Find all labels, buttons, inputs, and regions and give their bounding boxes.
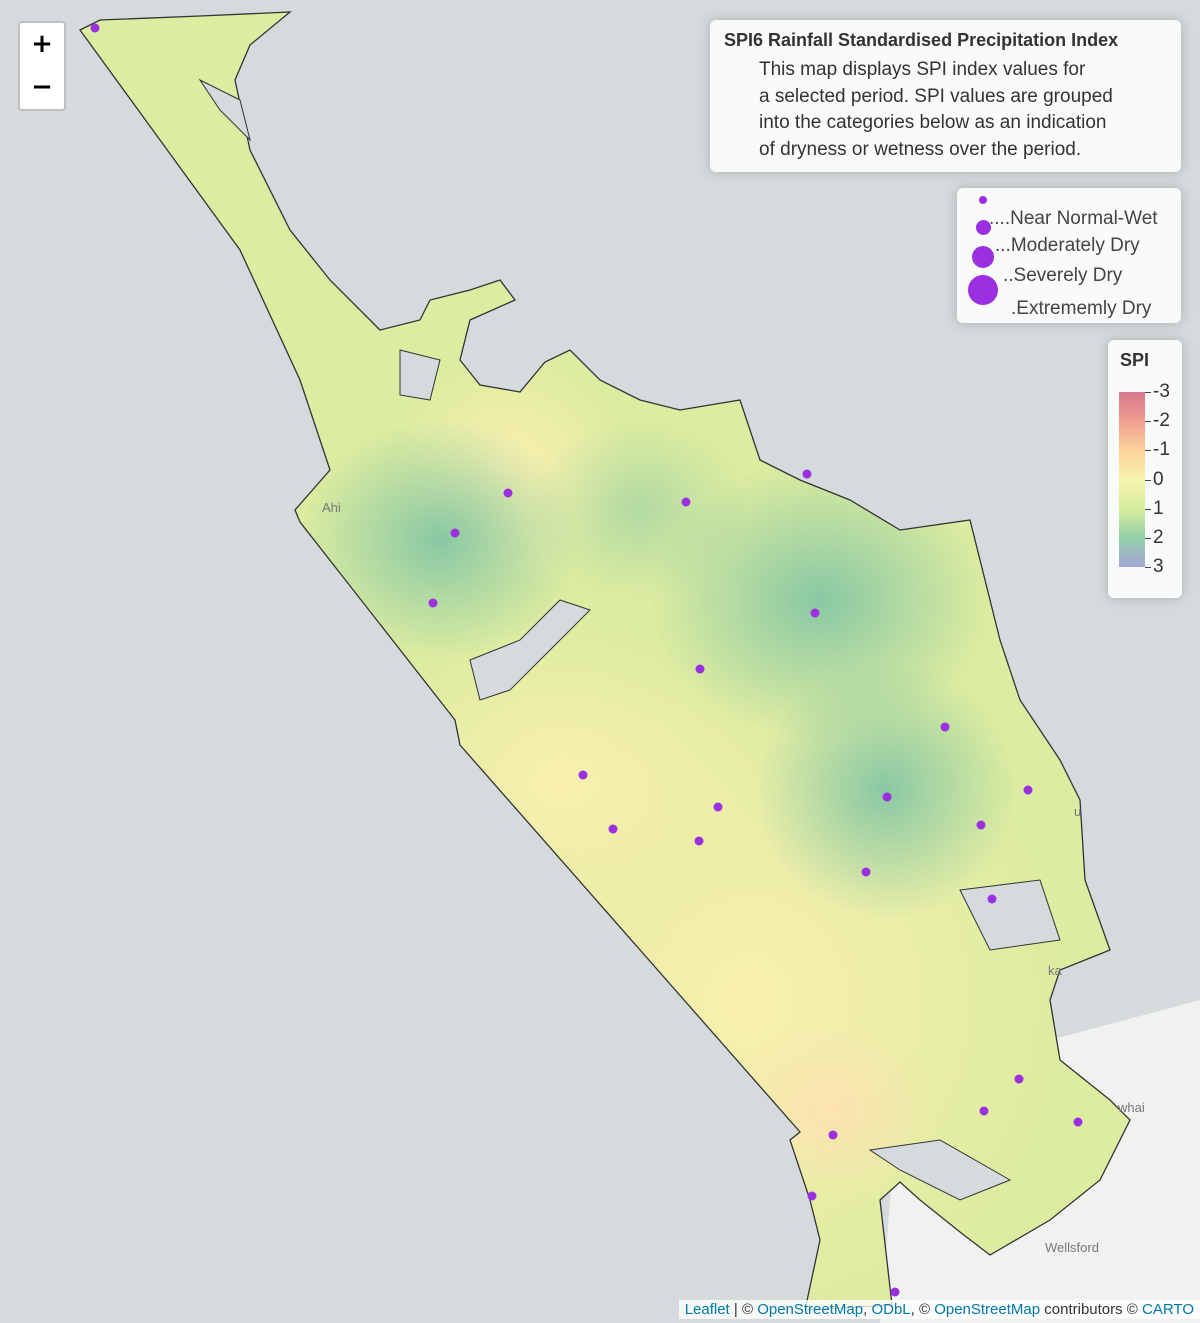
station — [802, 469, 812, 479]
attribution: Leaflet | © OpenStreetMap, ODbL, © OpenS… — [678, 1300, 1200, 1319]
info-line: into the categories below as an indicati… — [759, 112, 1107, 133]
spi-legend: SPI -3 -2 -1 0 1 2 3 — [1108, 340, 1182, 598]
spi-tick — [1145, 479, 1151, 481]
station — [1073, 1117, 1083, 1127]
spi-tick-label: 1 — [1153, 497, 1164, 519]
station — [810, 608, 820, 618]
spi-tick — [1145, 537, 1151, 539]
attribution-text: contributors © — [1040, 1301, 1143, 1318]
attribution-text: , © — [910, 1301, 935, 1318]
station — [979, 1106, 989, 1116]
station — [608, 824, 618, 834]
place-label: whai — [1118, 1100, 1145, 1115]
legend-label: ...Moderately Dry — [995, 235, 1140, 256]
spi-tick — [1145, 421, 1151, 423]
station — [503, 488, 513, 498]
spi-tick-label: -2 — [1153, 410, 1170, 432]
station — [976, 820, 986, 830]
legend-dot — [979, 196, 987, 204]
station — [940, 722, 950, 732]
legend-label: .Extrememly Dry — [1011, 298, 1152, 319]
spi-tick — [1145, 508, 1151, 510]
place-label: u — [1074, 804, 1082, 819]
legend-dot — [972, 246, 994, 268]
spi-tick-label: 0 — [1153, 468, 1164, 490]
attribution-link[interactable]: OpenStreetMap — [934, 1301, 1041, 1318]
inlets — [198, 78, 1061, 1201]
spi-tick-label: -3 — [1153, 381, 1170, 402]
spi-tick-label: 3 — [1153, 556, 1164, 577]
zoom-in[interactable]: + — [18, 21, 66, 67]
attribution-text: | © — [729, 1301, 758, 1318]
spi-tick — [1145, 567, 1151, 568]
station — [713, 802, 723, 812]
station — [861, 867, 871, 877]
legend-dot — [968, 275, 998, 305]
station — [890, 1287, 900, 1297]
station — [695, 664, 705, 674]
spi-title: SPI — [1120, 350, 1150, 370]
station — [681, 497, 691, 507]
size-legend: ....Near Normal-Wet ...Moderately Dry ..Se… — [957, 188, 1181, 323]
attribution-link[interactable]: CARTO — [1142, 1301, 1194, 1318]
station — [694, 836, 704, 846]
stations — [90, 23, 1083, 1297]
legend-label: ....Near Normal-Wet — [989, 208, 1158, 229]
info-line: a selected period. SPI values are groupe… — [759, 85, 1113, 107]
attribution-link[interactable]: ODbL — [871, 1301, 911, 1318]
info-box: SPI6 Rainfall Standardised Precipitation… — [710, 20, 1181, 172]
info-line: This map displays SPI index values for — [759, 59, 1086, 80]
station — [807, 1191, 817, 1201]
attribution-link[interactable]: OpenStreetMap — [757, 1301, 864, 1318]
station — [90, 23, 100, 33]
attribution-text: , — [863, 1301, 872, 1318]
spi-tick-label: -1 — [1153, 439, 1170, 461]
place-label: Ahi — [322, 500, 341, 515]
station — [828, 1130, 838, 1140]
spi-colorbar — [1119, 392, 1145, 567]
legend-label: ..Severely Dry — [1003, 265, 1123, 286]
spi-tick-label: 2 — [1153, 526, 1164, 548]
info-title: SPI6 Rainfall Standardised Precipitation… — [724, 30, 1119, 50]
station — [882, 792, 892, 802]
spi-tick — [1145, 392, 1151, 393]
station — [987, 894, 997, 904]
info-line: of dryness or wetness over the period. — [759, 138, 1082, 160]
attribution-link[interactable]: Leaflet — [684, 1301, 730, 1318]
place-label: ka — [1048, 963, 1062, 978]
station — [578, 770, 588, 780]
legend-dot — [975, 219, 991, 235]
station — [428, 598, 438, 608]
place-label: Wellsford — [1045, 1240, 1099, 1255]
station — [1023, 785, 1033, 795]
zoom-out[interactable]: − — [18, 66, 66, 111]
station — [1014, 1074, 1024, 1084]
station — [450, 528, 460, 538]
spi-tick — [1145, 450, 1151, 452]
